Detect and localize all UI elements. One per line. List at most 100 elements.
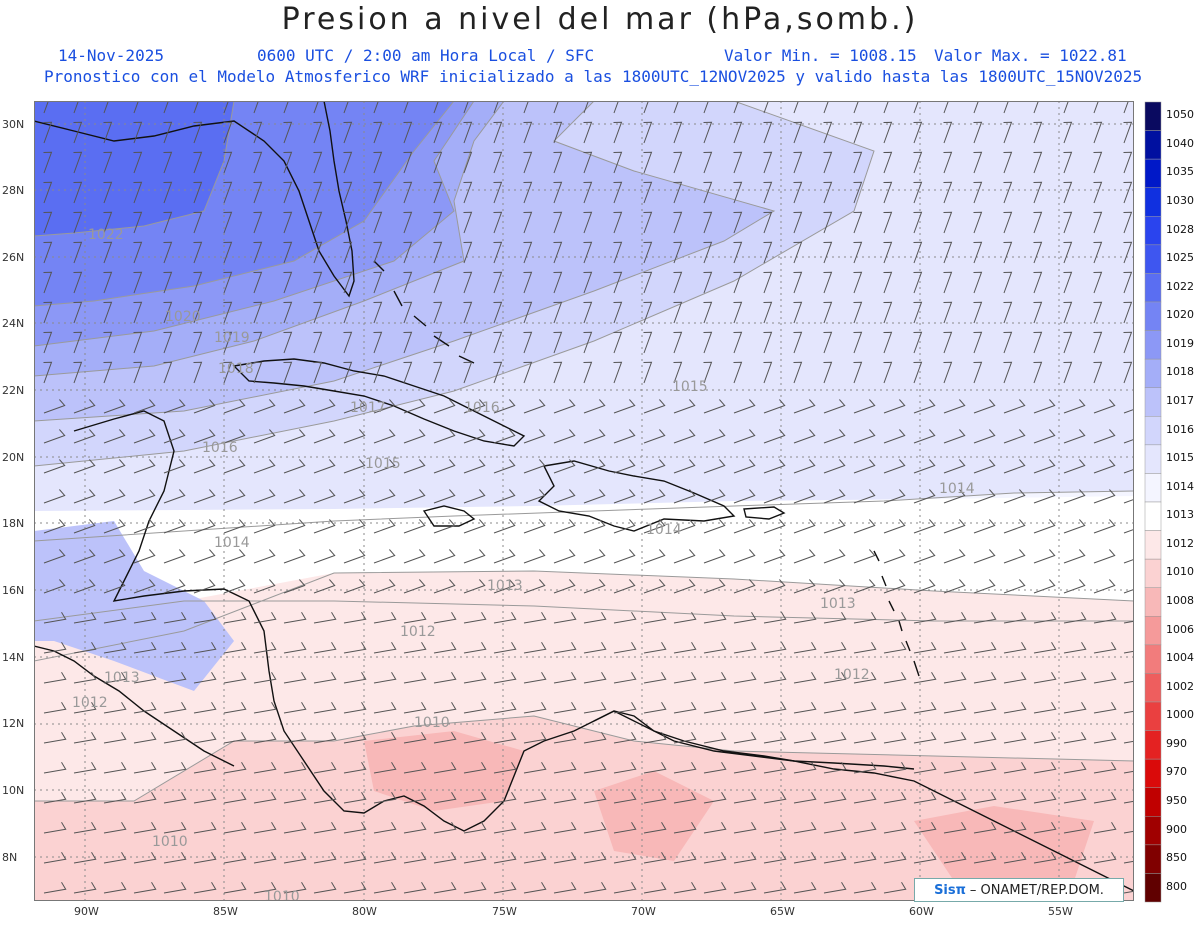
wind-barb (193, 241, 203, 264)
wind-barb (403, 612, 427, 624)
wind-barb (343, 732, 367, 744)
contour-label: 1015 (365, 456, 401, 472)
wind-barb (1093, 101, 1099, 114)
wind-barb (703, 459, 726, 474)
wind-barb (793, 792, 817, 804)
colorbar-label: 1035 (1166, 165, 1194, 179)
wind-barb (883, 181, 893, 204)
wind-barb (253, 271, 263, 294)
wind-barb (283, 549, 306, 564)
wind-barb (493, 361, 503, 384)
wind-barb (283, 579, 306, 594)
wind-barb (313, 732, 337, 744)
wind-barb (283, 642, 307, 654)
wind-barb (913, 732, 937, 744)
wind-barb (613, 399, 636, 414)
wind-barb (673, 331, 683, 354)
wind-barb (613, 121, 623, 144)
wind-barb (1123, 800, 1134, 804)
wind-barb (163, 642, 187, 654)
wind-barb (433, 181, 443, 204)
lat-label: 24N (2, 317, 25, 330)
wind-barb (853, 211, 863, 234)
wind-barb (973, 642, 997, 654)
wind-barb (523, 672, 547, 684)
wind-barb (613, 101, 619, 114)
wind-barb (373, 792, 397, 804)
wind-barb (373, 361, 383, 384)
wind-barb (103, 549, 126, 564)
wind-barb (1063, 399, 1086, 414)
wind-barb (73, 121, 83, 144)
wind-barb (733, 489, 756, 504)
wind-barb (673, 732, 697, 744)
wind-barb (463, 882, 487, 894)
wind-barb (433, 882, 457, 894)
wind-barb (193, 822, 217, 834)
wind-barb (493, 331, 503, 354)
wind-barb (733, 271, 743, 294)
wind-barb (583, 399, 606, 414)
wind-barb (133, 519, 156, 534)
wind-barb (373, 882, 397, 894)
wind-barb (493, 792, 517, 804)
wind-barb (553, 181, 563, 204)
wind-barb (1003, 271, 1013, 294)
wind-barb (1033, 672, 1057, 684)
wind-barb (523, 271, 533, 294)
wind-barb (973, 549, 996, 564)
wind-barb (853, 151, 863, 174)
wind-barb (73, 519, 96, 534)
wind-barb (313, 702, 337, 714)
wind-barb (223, 732, 247, 744)
wind-barb (1003, 241, 1013, 264)
wind-barb (793, 151, 803, 174)
wind-barb (253, 361, 263, 384)
wind-barb (403, 852, 427, 864)
wind-barb (133, 579, 156, 594)
colorbar-swatch (1144, 844, 1162, 874)
wind-barb (463, 429, 486, 444)
wind-barb (1063, 271, 1073, 294)
colorbar-label: 1002 (1166, 679, 1194, 693)
wind-barb (403, 211, 413, 234)
wind-barb (103, 361, 113, 384)
wind-barb (523, 429, 546, 444)
wind-barb (1123, 588, 1134, 594)
wind-barb (463, 762, 487, 774)
wind-barb (223, 852, 247, 864)
wind-barb (673, 211, 683, 234)
wind-barb (973, 429, 996, 444)
wind-barb (493, 672, 517, 684)
contour-label: 1013 (820, 596, 856, 612)
wind-barb (313, 672, 337, 684)
wind-barb (913, 429, 936, 444)
wind-barb (1093, 852, 1117, 864)
wind-barb (1123, 680, 1134, 684)
wind-barb (73, 882, 97, 894)
wind-barb (283, 361, 293, 384)
wind-barb (943, 429, 966, 444)
map-title: Presion a nivel del mar (hPa,somb.) (281, 2, 919, 37)
wind-barb (883, 519, 906, 534)
wind-barb (583, 271, 593, 294)
wind-barb (1123, 860, 1134, 864)
wind-barb (133, 271, 143, 294)
wind-barb (223, 459, 246, 474)
wind-barb (103, 459, 126, 474)
wind-barb (253, 549, 276, 564)
wind-barb (373, 519, 396, 534)
wind-barb (1093, 549, 1116, 564)
wind-barb (163, 151, 173, 174)
wind-barb (583, 672, 607, 684)
wind-barb (853, 612, 877, 624)
wind-barb (763, 792, 787, 804)
wind-barb (553, 241, 563, 264)
wind-barb (973, 519, 996, 534)
wind-barb (463, 301, 473, 324)
wind-barb (163, 181, 173, 204)
wind-barb (43, 672, 67, 684)
wind-barb (733, 579, 756, 594)
wind-barb (133, 121, 143, 144)
wind-barb (43, 331, 53, 354)
